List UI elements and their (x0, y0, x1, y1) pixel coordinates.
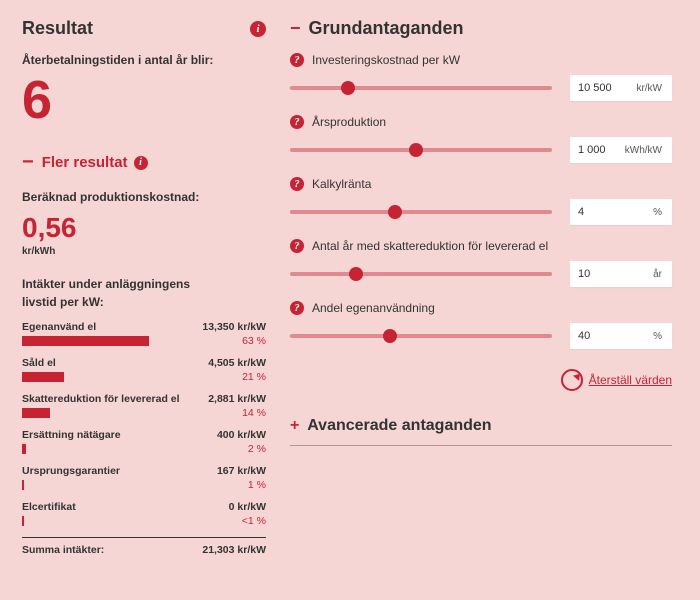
revenue-item-value: 167 kr/kW (217, 465, 266, 477)
results-panel: Resultat i Återbetalningstiden i antal å… (0, 0, 280, 600)
revenue-item-label: Skattereduktion för levererad el (22, 393, 180, 405)
help-icon[interactable]: ? (290, 115, 304, 129)
slider-thumb[interactable] (341, 81, 355, 95)
revenue-item: Egenanvänd el 13,350 kr/kW 63 % (22, 321, 266, 347)
revenue-bar (22, 408, 224, 418)
info-icon[interactable]: i (134, 156, 148, 170)
advanced-toggle[interactable]: + Avancerade antaganden (290, 417, 672, 435)
prod-cost-unit: kr/kWh (22, 246, 266, 257)
revenue-item: Ersättning nätägare 400 kr/kW 2 % (22, 429, 266, 455)
more-results-toggle[interactable]: − Fler resultat i (22, 151, 266, 174)
revenue-item-label: Såld el (22, 357, 56, 369)
divider (22, 537, 266, 538)
revenue-item: Ursprungsgarantier 167 kr/kW 1 % (22, 465, 266, 491)
revenue-item-value: 13,350 kr/kW (202, 321, 266, 333)
slider[interactable] (290, 210, 552, 214)
divider (290, 445, 672, 446)
revenue-bar (22, 336, 224, 346)
assumptions-title[interactable]: − Grundantaganden (290, 18, 672, 39)
assumption-label: Antal år med skattereduktion för leverer… (312, 239, 548, 253)
slider[interactable] (290, 148, 552, 152)
revenue-item-label: Ursprungsgarantier (22, 465, 120, 477)
prod-cost-value: 0,56 (22, 212, 266, 244)
assumption-label: Andel egenanvändning (312, 301, 435, 315)
value-input[interactable]: 4% (570, 199, 672, 225)
info-icon[interactable]: i (250, 21, 266, 37)
revenue-item-percent: 21 % (230, 371, 266, 383)
payback-years: 6 (22, 73, 266, 127)
help-icon[interactable]: ? (290, 239, 304, 253)
revenue-item-value: 4,505 kr/kW (208, 357, 266, 369)
assumption-item: ? Kalkylränta 4% (290, 177, 672, 225)
revenue-item-label: Ersättning nätägare (22, 429, 121, 441)
help-icon[interactable]: ? (290, 301, 304, 315)
revenue-item-value: 2,881 kr/kW (208, 393, 266, 405)
assumption-item: ? Antal år med skattereduktion för levere… (290, 239, 672, 287)
value-input[interactable]: 40% (570, 323, 672, 349)
assumption-item: ? Årsproduktion 1 000kWh/kW (290, 115, 672, 163)
slider-thumb[interactable] (383, 329, 397, 343)
slider[interactable] (290, 272, 552, 276)
revenue-item: Skattereduktion för levererad el 2,881 kr… (22, 393, 266, 419)
help-icon[interactable]: ? (290, 177, 304, 191)
revenue-item-percent: 2 % (230, 443, 266, 455)
revenue-item: Såld el 4,505 kr/kW 21 % (22, 357, 266, 383)
revenue-item-percent: 1 % (230, 479, 266, 491)
prod-cost-label: Beräknad produktionskostnad: (22, 190, 266, 204)
revenue-bar (22, 516, 224, 526)
revenue-item-percent: <1 % (230, 515, 266, 527)
assumption-item: ? Investeringskostnad per kW 10 500kr/kW (290, 53, 672, 101)
revenue-item-value: 0 kr/kW (229, 501, 266, 513)
results-title: Resultat (22, 18, 93, 39)
revenue-bar (22, 372, 224, 382)
value-input[interactable]: 10år (570, 261, 672, 287)
slider[interactable] (290, 334, 552, 338)
assumption-label: Årsproduktion (312, 115, 386, 129)
assumptions-panel: − Grundantaganden ? Investeringskostnad p… (280, 0, 700, 600)
slider-thumb[interactable] (388, 205, 402, 219)
reset-icon (561, 369, 583, 391)
assumption-label: Investeringskostnad per kW (312, 53, 460, 67)
slider-thumb[interactable] (409, 143, 423, 157)
revenue-item: Elcertifikat 0 kr/kW <1 % (22, 501, 266, 527)
revenue-total: Summa intäkter: 21,303 kr/kW (22, 544, 266, 556)
assumption-item: ? Andel egenanvändning 40% (290, 301, 672, 349)
assumption-label: Kalkylränta (312, 177, 371, 191)
revenue-item-percent: 63 % (230, 335, 266, 347)
value-input[interactable]: 10 500kr/kW (570, 75, 672, 101)
revenue-item-label: Egenanvänd el (22, 321, 96, 333)
revenue-bar (22, 480, 224, 490)
revenue-list: Egenanvänd el 13,350 kr/kW 63 % Såld el 4,50… (22, 321, 266, 527)
slider-thumb[interactable] (349, 267, 363, 281)
revenue-item-label: Elcertifikat (22, 501, 76, 513)
reset-button[interactable]: Återställ värden (290, 369, 672, 391)
help-icon[interactable]: ? (290, 53, 304, 67)
revenue-item-percent: 14 % (230, 407, 266, 419)
revenue-item-value: 400 kr/kW (217, 429, 266, 441)
payback-label: Återbetalningstiden i antal år blir: (22, 53, 266, 67)
value-input[interactable]: 1 000kWh/kW (570, 137, 672, 163)
revenue-bar (22, 444, 224, 454)
revenue-title: Intäkter under anläggningens livstid per… (22, 275, 266, 311)
slider[interactable] (290, 86, 552, 90)
